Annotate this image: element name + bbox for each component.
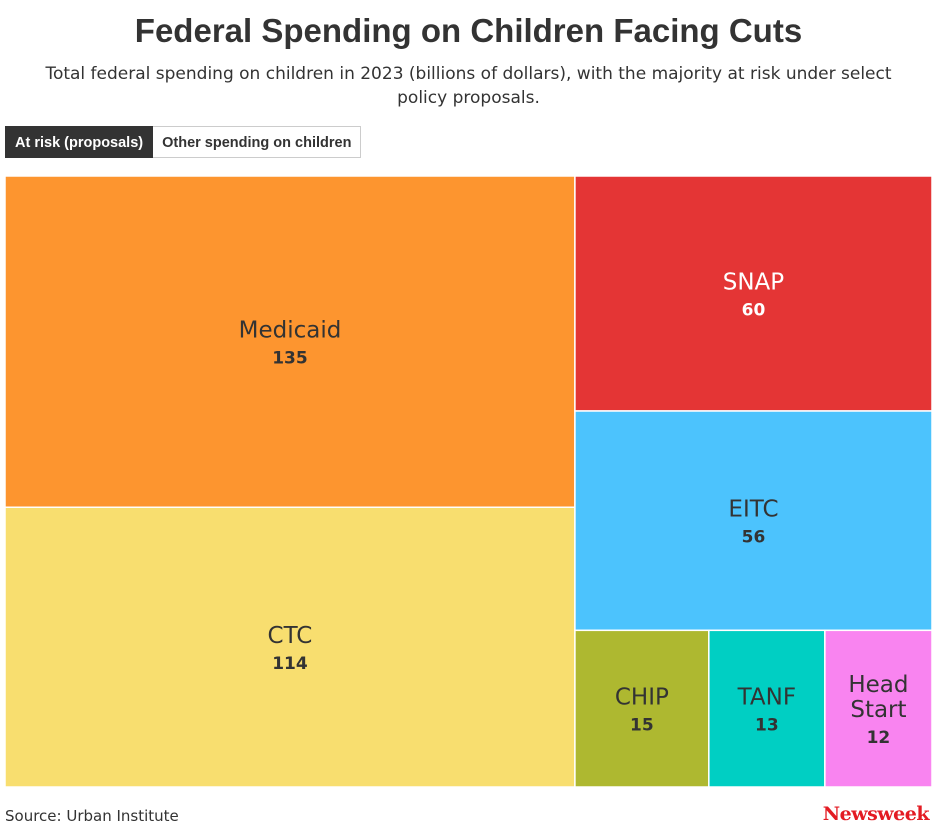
view-tabs: At risk (proposals) Other spending on ch…: [5, 126, 362, 158]
treemap-cell-snap[interactable]: [574, 175, 933, 412]
cell-value-chip: 15: [630, 716, 654, 736]
treemap-cell-head-start[interactable]: [824, 629, 933, 788]
treemap-cell-eitc[interactable]: [574, 410, 933, 632]
newsweek-logo: Newsweek: [822, 803, 930, 825]
cell-label-eitc: EITC: [728, 497, 778, 523]
cell-label-chip: CHIP: [615, 685, 669, 711]
cell-label-head-start-1: Head: [848, 672, 908, 698]
cell-label-tanf: TANF: [737, 685, 796, 711]
chart-title: Federal Spending on Children Facing Cuts: [134, 12, 803, 49]
tab-other-spending[interactable]: Other spending on children: [153, 126, 362, 158]
cell-value-head-start: 12: [867, 728, 891, 748]
cell-value-ctc: 114: [272, 654, 308, 674]
cell-label-medicaid: Medicaid: [239, 318, 342, 344]
cell-label-head-start-2: Start: [850, 697, 906, 723]
treemap-cell-ctc[interactable]: [4, 506, 576, 788]
cell-value-tanf: 13: [755, 716, 779, 736]
cell-value-medicaid: 135: [272, 349, 308, 369]
cell-label-ctc: CTC: [268, 623, 313, 649]
chart-subtitle: Total federal spending on children in 20…: [45, 64, 892, 108]
cell-label-snap: SNAP: [723, 270, 785, 296]
source-note: Source: Urban Institute: [5, 807, 179, 825]
tab-at-risk[interactable]: At risk (proposals): [5, 126, 154, 158]
cell-value-snap: 60: [742, 301, 766, 321]
treemap-cell-tanf[interactable]: [708, 629, 826, 788]
treemap-cell-medicaid[interactable]: [4, 175, 576, 509]
cell-value-eitc: 56: [742, 528, 766, 548]
